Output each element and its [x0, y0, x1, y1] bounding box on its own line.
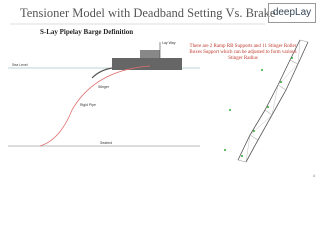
label-rigid-pipe: Rigid Pipe [80, 103, 96, 107]
subtitle: S-Lay Pipelay Barge Definition [40, 28, 134, 36]
note: There are 2 Ramp RB Supports and 11 Stin… [189, 44, 297, 61]
slide: Tensioner Model with Deadband Setting Vs… [8, 3, 316, 178]
slide-title: Tensioner Model with Deadband Setting Vs… [20, 6, 276, 20]
logo: deepLay [268, 3, 316, 23]
label-stinger: Stinger [98, 85, 110, 89]
label-sea-level: Sea Level [12, 63, 28, 67]
diagram: Sea Level Lay Way Stinger Rigid Pipe Sea… [8, 23, 309, 163]
label-lay-way: Lay Way [162, 41, 176, 45]
label-seabed: Seabed [100, 141, 112, 145]
page-number: 4 [312, 173, 315, 178]
